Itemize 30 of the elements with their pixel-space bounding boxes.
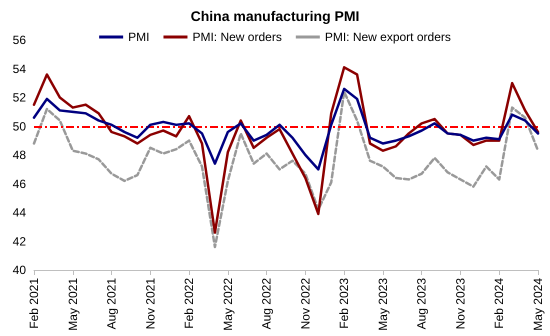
line-series xyxy=(32,88,540,171)
y-tick-label: 52 xyxy=(12,90,26,104)
x-tick-label: Feb 2021 xyxy=(27,278,41,329)
x-tick-label: Feb 2024 xyxy=(492,278,506,329)
x-tick-label: Aug 2022 xyxy=(260,278,274,330)
x-tick-label: May 2023 xyxy=(376,278,390,331)
legend-label: PMI xyxy=(128,30,150,44)
line-series xyxy=(32,66,540,234)
chart-title: China manufacturing PMI xyxy=(190,8,360,24)
y-tick-label: 56 xyxy=(12,33,26,47)
legend-label: PMI: New orders xyxy=(192,30,282,44)
line-series xyxy=(32,90,540,248)
y-tick-label: 46 xyxy=(12,176,26,191)
x-tick-label: Feb 2023 xyxy=(337,278,352,329)
y-tick-label: 40 xyxy=(12,263,26,277)
x-tick-label: May 2024 xyxy=(531,278,545,331)
x-tick-label: Feb 2022 xyxy=(182,278,196,329)
x-tick-label: Nov 2023 xyxy=(453,278,468,330)
x-tick-label: Nov 2021 xyxy=(143,278,158,330)
x-tick-label: Aug 2023 xyxy=(414,278,429,330)
y-tick-label: 48 xyxy=(12,148,26,162)
x-tick-label: Aug 2021 xyxy=(104,278,119,330)
x-tick-label: Nov 2022 xyxy=(298,278,312,330)
x-tick-label: May 2021 xyxy=(66,278,80,331)
y-tick-label: 44 xyxy=(12,206,26,220)
y-tick-label: 50 xyxy=(12,119,26,134)
legend-label: PMI: New export orders xyxy=(324,30,451,44)
y-tick-label: 54 xyxy=(12,62,26,76)
x-tick-label: May 2022 xyxy=(220,278,235,331)
y-tick-label: 42 xyxy=(12,234,26,248)
